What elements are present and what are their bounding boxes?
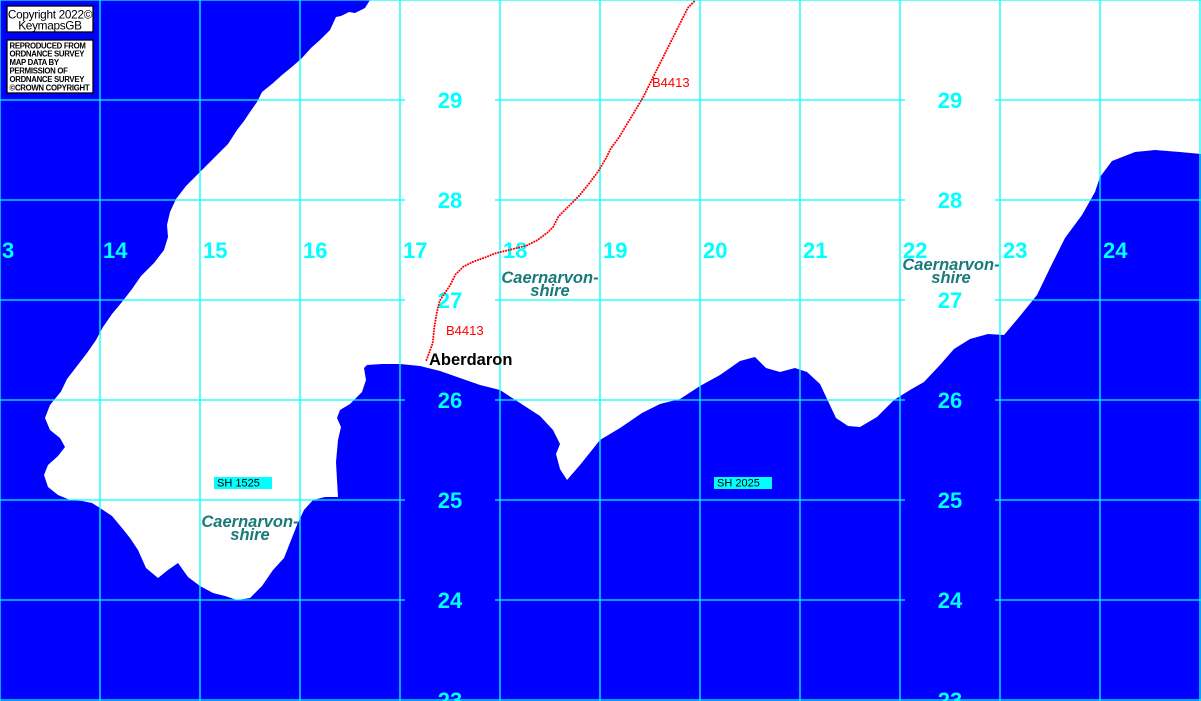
svg-text:21: 21 xyxy=(803,238,827,263)
svg-text:©CROWN COPYRIGHT: ©CROWN COPYRIGHT xyxy=(10,83,90,92)
svg-text:27: 27 xyxy=(438,288,462,313)
svg-text:24: 24 xyxy=(1103,238,1128,263)
svg-text:SH 1525: SH 1525 xyxy=(217,477,260,489)
svg-text:shire: shire xyxy=(530,282,569,300)
svg-text:29: 29 xyxy=(438,88,462,113)
svg-text:27: 27 xyxy=(938,288,962,313)
svg-text:23: 23 xyxy=(438,688,462,701)
svg-text:B4413: B4413 xyxy=(446,323,484,338)
svg-text:23: 23 xyxy=(1003,238,1027,263)
svg-text:Aberdaron: Aberdaron xyxy=(429,351,512,369)
svg-text:16: 16 xyxy=(303,238,327,263)
svg-text:25: 25 xyxy=(938,488,962,513)
svg-text:20: 20 xyxy=(703,238,727,263)
svg-text:B4413: B4413 xyxy=(652,75,690,90)
svg-text:25: 25 xyxy=(438,488,462,513)
svg-text:29: 29 xyxy=(938,88,962,113)
svg-text:28: 28 xyxy=(438,188,462,213)
svg-text:15: 15 xyxy=(203,238,227,263)
svg-text:17: 17 xyxy=(403,238,427,263)
svg-text:24: 24 xyxy=(438,588,463,613)
svg-text:KeymapsGB: KeymapsGB xyxy=(18,19,82,33)
svg-text:SH 2025: SH 2025 xyxy=(717,477,760,489)
svg-text:shire: shire xyxy=(931,269,970,287)
svg-text:26: 26 xyxy=(938,388,962,413)
svg-text:26: 26 xyxy=(438,388,462,413)
svg-text:3: 3 xyxy=(2,238,14,263)
svg-text:19: 19 xyxy=(603,238,627,263)
svg-text:24: 24 xyxy=(938,588,963,613)
svg-text:14: 14 xyxy=(103,238,128,263)
svg-text:28: 28 xyxy=(938,188,962,213)
svg-text:shire: shire xyxy=(230,526,269,544)
svg-text:23: 23 xyxy=(938,688,962,701)
